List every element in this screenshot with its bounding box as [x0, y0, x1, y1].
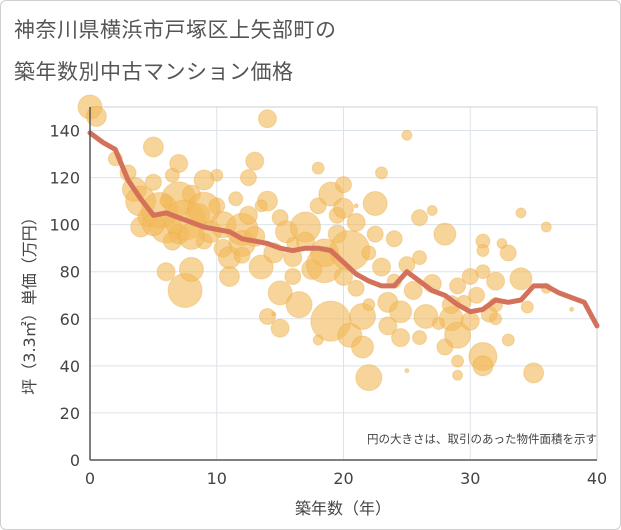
bubble-point [85, 105, 107, 127]
bubble-point [218, 265, 240, 287]
x-axis-label: 築年数（年） [295, 499, 391, 518]
chart-title-line-2: 築年数別中古マンション価格 [14, 60, 294, 84]
y-axis-label: 坪（3.3㎡）単価（万円） [20, 209, 39, 394]
bubble-point [412, 330, 428, 346]
bubble-point [228, 191, 244, 207]
bubble-point [432, 317, 446, 331]
bubble-point [311, 161, 325, 175]
bubble-point [257, 109, 277, 129]
bubble-point [520, 300, 534, 314]
bubble-point [351, 335, 375, 359]
bubble-point [254, 199, 268, 213]
bubble-point [452, 369, 464, 381]
bubble-point [312, 334, 324, 346]
bubble-point [413, 303, 439, 329]
bubble-point [187, 191, 221, 225]
bubble-point [468, 286, 486, 304]
bubble-point [475, 264, 491, 280]
x-tick-label: 20 [333, 469, 353, 488]
bubble-point [366, 225, 384, 243]
bubble-point [156, 262, 176, 282]
bubble-point [258, 307, 276, 325]
bubble-point [569, 306, 575, 312]
bubble-point [501, 333, 515, 347]
y-tick-label: 0 [70, 451, 80, 470]
bubble-point [335, 176, 352, 194]
bubble-layer [77, 94, 575, 392]
bubble-point [353, 203, 359, 209]
bubble-point [451, 354, 465, 368]
y-tick-label: 40 [60, 357, 80, 376]
bubble-point [355, 364, 383, 392]
bubble-point [391, 328, 411, 348]
bubble-point [540, 221, 552, 233]
bubble-point [476, 244, 490, 258]
bubble-point [285, 291, 313, 319]
bubble-point [372, 257, 392, 277]
y-tick-label: 60 [60, 310, 80, 329]
bubble-point [248, 254, 274, 280]
bubble-point [238, 205, 258, 225]
bubble-point [361, 245, 377, 261]
y-tick-label: 140 [49, 122, 80, 141]
bubble-size-note: 円の大きさは、取引のあった物件面積を示す [367, 432, 597, 446]
bubble-point [142, 136, 164, 158]
bubble-point [444, 321, 472, 349]
bubble-point [449, 277, 467, 295]
bubble-point [245, 151, 265, 171]
y-tick-label: 120 [49, 169, 80, 188]
bubble-point [433, 222, 457, 246]
y-tick-label: 100 [49, 216, 80, 235]
y-tick-label: 20 [60, 404, 80, 423]
bubble-point [233, 246, 251, 264]
x-tick-label: 0 [85, 469, 95, 488]
bubble-point [378, 316, 398, 336]
bubble-point [239, 169, 257, 187]
bubble-point [347, 279, 365, 297]
bubble-point [460, 311, 480, 331]
bubble-point [159, 194, 173, 208]
x-tick-label: 30 [460, 469, 480, 488]
bubble-point [144, 173, 162, 191]
bubble-point [426, 205, 438, 217]
bubble-point [267, 280, 293, 306]
chart-title-line-1: 神奈川県横浜市戸塚区上矢部町の [14, 18, 337, 42]
bubble-point [411, 209, 429, 227]
bubble-point [210, 168, 224, 182]
bubble-point [404, 368, 410, 374]
bubble-point [346, 212, 366, 232]
x-tick-label: 10 [207, 469, 227, 488]
bubble-point [333, 197, 354, 219]
bubble-point [375, 166, 389, 180]
y-tick-label: 80 [60, 263, 80, 282]
bubble-point [385, 230, 403, 248]
bubble-point [515, 207, 527, 219]
bubble-point [509, 267, 533, 291]
bubble-point [362, 190, 388, 216]
bubble-point [412, 250, 428, 266]
bubble-point [178, 256, 204, 282]
bubble-point [472, 355, 494, 377]
bubble-point [403, 281, 423, 301]
bubble-point [169, 153, 189, 173]
bubble-point [362, 298, 376, 312]
bubble-point [284, 267, 302, 285]
bubble-point [486, 271, 506, 291]
bubble-point [523, 362, 545, 384]
bubble-point [489, 312, 503, 326]
bubble-point [401, 129, 413, 141]
average-trend-line [87, 130, 600, 329]
bubble-point [271, 311, 277, 317]
x-tick-label: 40 [587, 469, 607, 488]
bubble-point [499, 244, 517, 262]
axes: 0 10 20 30 40 0 20 40 60 80 100 120 140 [49, 107, 607, 488]
bubble-point [270, 318, 290, 338]
bubble-point [389, 300, 413, 324]
